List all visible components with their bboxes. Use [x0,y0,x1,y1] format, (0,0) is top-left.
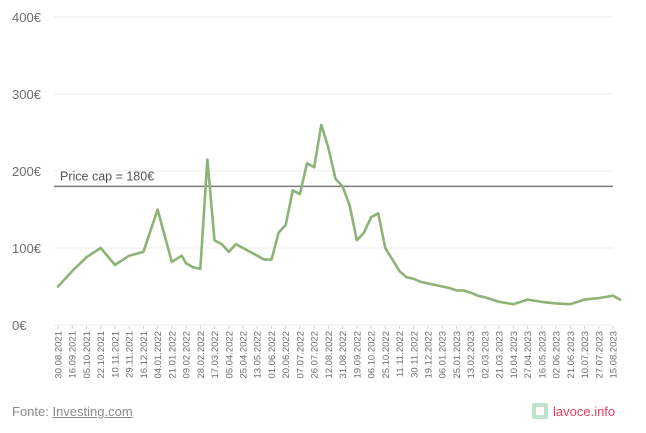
x-tick-label: 02.03.2023 [480,331,491,379]
y-tick-label: 100€ [12,241,42,256]
x-tick-label: 06.10.2022 [367,331,378,379]
x-tick-label: 09.02.2022 [182,331,193,379]
x-tick-label: 15.08.2023 [609,331,620,379]
source-prefix: Fonte: [12,404,53,419]
x-tick-label: 16.09.2021 [68,331,79,379]
series-line [56,123,622,306]
x-tick-label: 27.04.2023 [523,331,534,379]
x-tick-label: 05.04.2022 [224,331,235,379]
x-tick-label: 04.01.2022 [153,331,164,379]
x-tick-label: 21.03.2023 [495,331,506,379]
x-tick-label: 07.07.2022 [295,331,306,379]
x-tick-label: 16.05.2023 [537,331,548,379]
brand-name: lavoce.info [553,403,616,419]
x-tick-label: 30.11.2022 [409,331,420,378]
brand-logo: lavoce.info [532,402,615,420]
y-axis-ticks: 0€ 100€ 200€ 300€ 400€ [12,10,42,333]
x-tick-label: 10.04.2023 [509,331,520,379]
x-tick-label: 26.07.2022 [310,331,321,379]
x-tick-label: 28.02.2022 [196,331,207,379]
x-tick-label: 25.10.2022 [381,331,392,379]
x-tick-label: 10.07.2023 [580,331,591,379]
y-tick-label: 200€ [12,164,42,179]
x-tick-label: 20.06.2022 [281,331,292,379]
series-lines [56,123,622,306]
x-tick-label: 27.07.2023 [594,331,605,379]
x-tick-label: 19.12.2022 [424,331,435,379]
x-tick-label: 11.11.2022 [395,331,406,377]
x-tick-label: 21.06.2023 [566,331,577,379]
x-tick-label: 16.12.2021 [139,331,150,379]
y-tick-label: 0€ [12,318,27,333]
x-tick-label: 06.01.2023 [438,331,449,379]
price-cap-label: Price cap = 180€ [60,169,154,183]
x-tick-label: 05.10.2021 [82,331,93,379]
x-tick-label: 02.06.2023 [552,331,563,379]
line-chart: 0€100€200€300€400€ 30.08.2021 16.09.2021 0… [12,10,622,379]
x-tick-label: 25.01.2023 [452,331,463,379]
y-tick-label: 300€ [12,87,42,102]
x-tick-label: 13.05.2022 [253,331,264,379]
x-tick-label: 13.02.2023 [466,331,477,379]
x-axis-ticks: 30.08.2021 16.09.2021 05.10.2021 22.10.2021… [54,326,620,379]
y-tick-label: 400€ [12,10,42,25]
x-tick-label: 17.03.2022 [210,331,221,379]
x-tick-label: 19.09.2022 [352,331,363,379]
source-link[interactable]: Investing.com [52,404,133,419]
x-tick-label: 21.01.2022 [167,331,178,379]
brand-icon [532,403,548,419]
x-tick-label: 12.08.2022 [324,331,335,379]
x-tick-label: 01.06.2022 [267,331,278,379]
x-tick-label: 22.10.2021 [96,331,107,379]
price-cap-line: Price cap = 180€ [54,169,613,188]
x-tick-label: 29.11.2021 [125,331,136,378]
x-tick-label: 10.11.2021 [110,331,121,378]
x-tick-label: 30.08.2021 [54,331,65,379]
source-note: Fonte: Investing.com [12,404,133,419]
x-tick-label: 31.08.2022 [338,331,349,379]
x-tick-label: 25.04.2022 [239,331,250,379]
